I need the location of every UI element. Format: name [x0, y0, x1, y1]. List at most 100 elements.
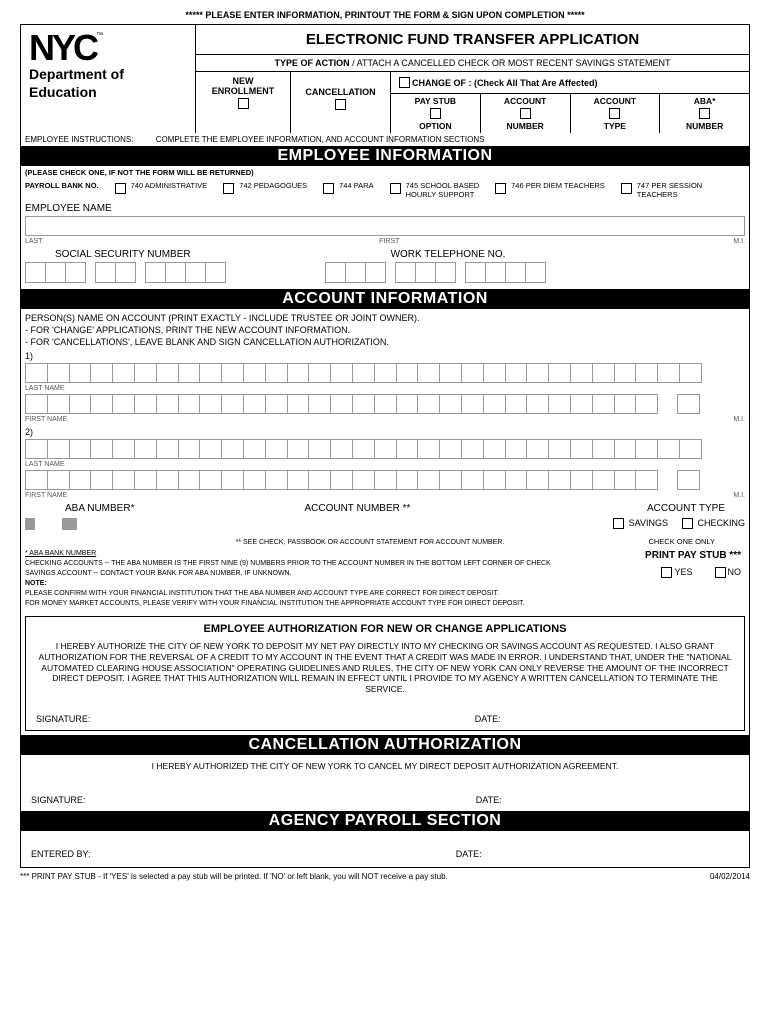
- char-box[interactable]: [112, 363, 135, 383]
- char-box[interactable]: [308, 394, 331, 414]
- char-box[interactable]: [526, 439, 549, 459]
- char-box[interactable]: [90, 439, 113, 459]
- char-box[interactable]: [112, 394, 135, 414]
- ssn-box[interactable]: [205, 262, 226, 283]
- char-box[interactable]: [570, 394, 593, 414]
- char-box[interactable]: [570, 363, 593, 383]
- char-box[interactable]: [635, 363, 658, 383]
- char-box[interactable]: [396, 470, 419, 490]
- char-box[interactable]: [178, 363, 201, 383]
- ssn-box[interactable]: [165, 262, 186, 283]
- char-box[interactable]: [243, 363, 266, 383]
- char-box[interactable]: [75, 518, 77, 530]
- char-box[interactable]: [330, 394, 353, 414]
- accttype-checkbox[interactable]: [609, 108, 620, 119]
- char-box[interactable]: [287, 439, 310, 459]
- char-box[interactable]: [69, 439, 92, 459]
- char-box[interactable]: [25, 470, 48, 490]
- savings-checkbox[interactable]: [613, 518, 624, 529]
- char-box[interactable]: [221, 363, 244, 383]
- tel-box[interactable]: [485, 262, 506, 283]
- char-box[interactable]: [243, 470, 266, 490]
- char-box[interactable]: [374, 470, 397, 490]
- char-box[interactable]: [287, 363, 310, 383]
- p747-checkbox[interactable]: [621, 183, 632, 194]
- char-box[interactable]: [417, 439, 440, 459]
- p2-firstname-boxes[interactable]: [21, 470, 749, 492]
- p1-lastname-boxes[interactable]: [21, 363, 749, 385]
- char-box[interactable]: [243, 439, 266, 459]
- stub-no-checkbox[interactable]: [715, 567, 726, 578]
- char-box[interactable]: [505, 394, 528, 414]
- aba-checkbox[interactable]: [699, 108, 710, 119]
- char-box[interactable]: [374, 394, 397, 414]
- char-box[interactable]: [243, 394, 266, 414]
- char-box[interactable]: [417, 470, 440, 490]
- char-box[interactable]: [134, 363, 157, 383]
- char-box[interactable]: [592, 394, 615, 414]
- char-box[interactable]: [592, 439, 615, 459]
- char-box[interactable]: [635, 439, 658, 459]
- p742-checkbox[interactable]: [223, 183, 234, 194]
- char-box[interactable]: [25, 394, 48, 414]
- tel-box[interactable]: [365, 262, 386, 283]
- char-box[interactable]: [90, 394, 113, 414]
- char-box[interactable]: [505, 363, 528, 383]
- char-box[interactable]: [679, 439, 702, 459]
- char-box[interactable]: [112, 470, 135, 490]
- char-box[interactable]: [330, 363, 353, 383]
- char-box[interactable]: [548, 439, 571, 459]
- char-box[interactable]: [461, 470, 484, 490]
- char-box[interactable]: [178, 470, 201, 490]
- char-box[interactable]: [635, 470, 658, 490]
- p2-lastname-boxes[interactable]: [21, 439, 749, 461]
- char-box[interactable]: [461, 394, 484, 414]
- ssn-box[interactable]: [145, 262, 166, 283]
- p740-checkbox[interactable]: [115, 183, 126, 194]
- char-box[interactable]: [677, 470, 700, 490]
- char-box[interactable]: [352, 394, 375, 414]
- tel-box[interactable]: [345, 262, 366, 283]
- char-box[interactable]: [134, 470, 157, 490]
- paystub-checkbox[interactable]: [430, 108, 441, 119]
- char-box[interactable]: [614, 439, 637, 459]
- char-box[interactable]: [526, 470, 549, 490]
- char-box[interactable]: [134, 394, 157, 414]
- char-box[interactable]: [178, 439, 201, 459]
- char-box[interactable]: [352, 470, 375, 490]
- char-box[interactable]: [33, 518, 35, 530]
- char-box[interactable]: [657, 439, 680, 459]
- char-box[interactable]: [483, 439, 506, 459]
- char-box[interactable]: [505, 470, 528, 490]
- p746-checkbox[interactable]: [495, 183, 506, 194]
- char-box[interactable]: [461, 439, 484, 459]
- p744-checkbox[interactable]: [323, 183, 334, 194]
- char-box[interactable]: [677, 394, 700, 414]
- checking-checkbox[interactable]: [682, 518, 693, 529]
- p1-firstname-boxes[interactable]: [21, 394, 749, 416]
- char-box[interactable]: [221, 439, 244, 459]
- char-box[interactable]: [439, 363, 462, 383]
- char-box[interactable]: [526, 394, 549, 414]
- char-box[interactable]: [25, 363, 48, 383]
- char-box[interactable]: [483, 363, 506, 383]
- tel-box[interactable]: [465, 262, 486, 283]
- char-box[interactable]: [199, 439, 222, 459]
- char-box[interactable]: [505, 439, 528, 459]
- tel-box[interactable]: [325, 262, 346, 283]
- char-box[interactable]: [417, 363, 440, 383]
- char-box[interactable]: [47, 363, 70, 383]
- char-box[interactable]: [47, 394, 70, 414]
- ssn-box[interactable]: [45, 262, 66, 283]
- char-box[interactable]: [134, 439, 157, 459]
- char-box[interactable]: [548, 363, 571, 383]
- tel-box[interactable]: [395, 262, 416, 283]
- char-box[interactable]: [417, 394, 440, 414]
- char-box[interactable]: [90, 363, 113, 383]
- char-box[interactable]: [461, 363, 484, 383]
- char-box[interactable]: [221, 470, 244, 490]
- char-box[interactable]: [265, 363, 288, 383]
- char-box[interactable]: [25, 439, 48, 459]
- char-box[interactable]: [439, 394, 462, 414]
- char-box[interactable]: [570, 470, 593, 490]
